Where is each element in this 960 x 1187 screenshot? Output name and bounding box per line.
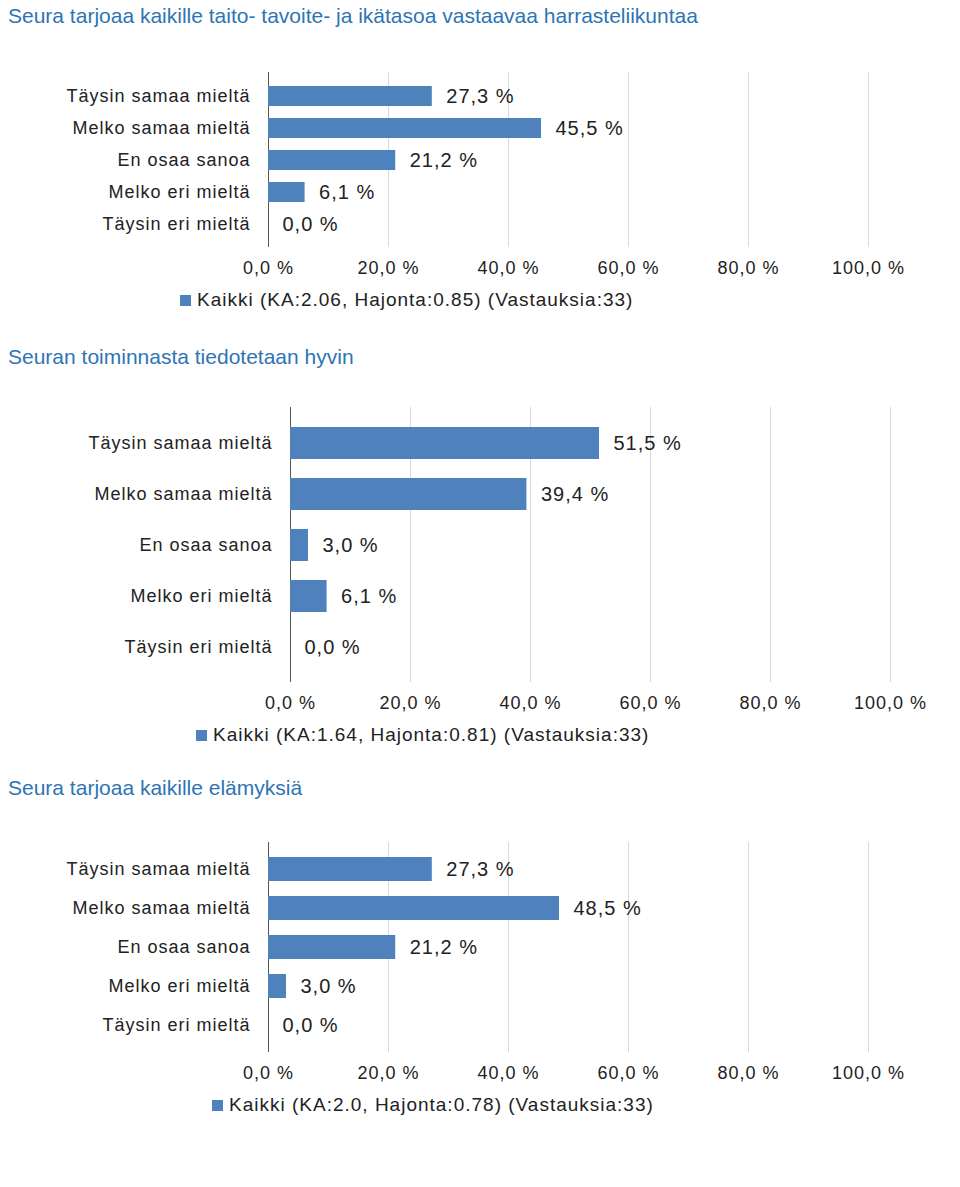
svg-text:21,2 %: 21,2 % xyxy=(410,149,478,171)
svg-text:Melko samaa mieltä: Melko samaa mieltä xyxy=(94,484,272,504)
svg-text:40,0 %: 40,0 % xyxy=(477,1063,539,1083)
svg-text:100,0 %: 100,0 % xyxy=(854,693,927,713)
svg-text:Täysin samaa mieltä: Täysin samaa mieltä xyxy=(66,86,250,106)
svg-text:48,5 %: 48,5 % xyxy=(574,897,642,919)
svg-text:27,3 %: 27,3 % xyxy=(446,85,514,107)
svg-text:0,0 %: 0,0 % xyxy=(265,693,316,713)
svg-text:6,1 %: 6,1 % xyxy=(341,585,397,607)
svg-text:39,4 %: 39,4 % xyxy=(541,483,609,505)
svg-text:Melko samaa mieltä: Melko samaa mieltä xyxy=(72,118,250,138)
svg-text:0,0 %: 0,0 % xyxy=(305,636,361,658)
svg-text:20,0 %: 20,0 % xyxy=(379,693,441,713)
html-text:Seura tarjoaa kaikille elämyks: Seura tarjoaa kaikille elämyksiä xyxy=(8,776,303,799)
svg-text:60,0 %: 60,0 % xyxy=(619,693,681,713)
html-text:Seura tarjoaa kaikille taito-: Seura tarjoaa kaikille taito- tavoite- j… xyxy=(8,4,698,27)
svg-text:100,0 %: 100,0 % xyxy=(832,1063,905,1083)
svg-text:6,1 %: 6,1 % xyxy=(319,181,375,203)
svg-text:0,0 %: 0,0 % xyxy=(243,1063,294,1083)
svg-text:45,5 %: 45,5 % xyxy=(556,117,624,139)
html-text:Seuran toiminnasta tiedotetaan: Seuran toiminnasta tiedotetaan hyvin xyxy=(8,345,354,368)
svg-text:Täysin samaa mieltä: Täysin samaa mieltä xyxy=(88,433,272,453)
svg-text:27,3 %: 27,3 % xyxy=(446,858,514,880)
svg-text:En osaa sanoa: En osaa sanoa xyxy=(117,150,250,170)
svg-text:20,0 %: 20,0 % xyxy=(357,258,419,278)
html-text:Kaikki (KA:2.06, Hajonta:0.85): Kaikki (KA:2.06, Hajonta:0.85) (Vastauks… xyxy=(197,289,634,310)
svg-text:0,0 %: 0,0 % xyxy=(283,1014,339,1036)
svg-text:20,0 %: 20,0 % xyxy=(357,1063,419,1083)
svg-text:0,0 %: 0,0 % xyxy=(243,258,294,278)
svg-text:Melko eri mieltä: Melko eri mieltä xyxy=(108,182,250,202)
html-text:Kaikki (KA:2.0, Hajonta:0.78): Kaikki (KA:2.0, Hajonta:0.78) (Vastauksi… xyxy=(229,1094,654,1115)
svg-text:80,0 %: 80,0 % xyxy=(739,693,801,713)
svg-text:Täysin eri mieltä: Täysin eri mieltä xyxy=(124,637,272,657)
svg-text:21,2 %: 21,2 % xyxy=(410,936,478,958)
svg-text:En osaa sanoa: En osaa sanoa xyxy=(117,937,250,957)
svg-text:0,0 %: 0,0 % xyxy=(283,213,339,235)
svg-text:3,0 %: 3,0 % xyxy=(301,975,357,997)
svg-text:Täysin eri mieltä: Täysin eri mieltä xyxy=(102,1015,250,1035)
svg-text:3,0 %: 3,0 % xyxy=(323,534,379,556)
svg-text:40,0 %: 40,0 % xyxy=(499,693,561,713)
svg-text:En osaa sanoa: En osaa sanoa xyxy=(139,535,272,555)
svg-text:60,0 %: 60,0 % xyxy=(597,1063,659,1083)
svg-text:80,0 %: 80,0 % xyxy=(717,1063,779,1083)
svg-text:Melko samaa mieltä: Melko samaa mieltä xyxy=(72,898,250,918)
html-text:Kaikki (KA:1.64, Hajonta:0.81): Kaikki (KA:1.64, Hajonta:0.81) (Vastauks… xyxy=(213,724,650,745)
svg-text:Melko eri mieltä: Melko eri mieltä xyxy=(108,976,250,996)
svg-text:Melko eri mieltä: Melko eri mieltä xyxy=(130,586,272,606)
svg-text:60,0 %: 60,0 % xyxy=(597,258,659,278)
svg-text:80,0 %: 80,0 % xyxy=(717,258,779,278)
svg-text:51,5 %: 51,5 % xyxy=(614,432,682,454)
svg-text:Täysin samaa mieltä: Täysin samaa mieltä xyxy=(66,859,250,879)
svg-text:100,0 %: 100,0 % xyxy=(832,258,905,278)
svg-text:Täysin eri mieltä: Täysin eri mieltä xyxy=(102,214,250,234)
svg-text:40,0 %: 40,0 % xyxy=(477,258,539,278)
